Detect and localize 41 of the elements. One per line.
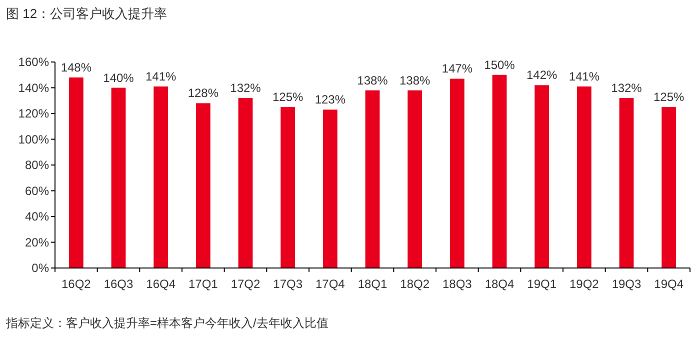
x-tick-label: 16Q3 (104, 277, 134, 291)
x-tick-label: 18Q4 (484, 277, 514, 291)
data-label: 128% (188, 86, 219, 100)
data-label: 141% (145, 69, 177, 84)
data-label: 147% (442, 62, 473, 76)
data-label: 132% (611, 81, 642, 96)
x-tick-label: 16Q4 (146, 277, 176, 291)
y-tick-label: 40% (24, 210, 50, 224)
x-tick-label: 17Q1 (188, 277, 218, 291)
data-label: 142% (526, 68, 558, 82)
x-tick-label: 17Q4 (315, 277, 346, 291)
data-label: 123% (314, 92, 346, 107)
data-label: 125% (272, 90, 304, 104)
x-tick-label: 19Q2 (569, 277, 600, 291)
x-tick-label: 17Q3 (273, 277, 303, 291)
y-tick-label: 60% (24, 184, 50, 198)
y-tick-label: 0% (32, 261, 50, 275)
x-tick-label: 19Q4 (654, 277, 684, 291)
data-label: 141% (568, 69, 600, 84)
x-tick-label: 18Q3 (442, 277, 472, 291)
text: 指标定义：客户收入提升率=样本客户今年收入/去年收入比值 (5, 316, 328, 330)
y-tick-label: 100% (18, 132, 50, 146)
data-label: 125% (653, 90, 685, 104)
x-tick-label: 18Q1 (358, 277, 388, 291)
data-label: 138% (357, 73, 388, 88)
y-tick-label: 160% (18, 55, 50, 69)
data-label: 148% (60, 60, 92, 74)
x-tick-label: 18Q2 (400, 277, 430, 291)
x-tick-label: 16Q2 (61, 277, 92, 291)
data-label: 140% (103, 70, 134, 85)
x-tick-label: 19Q3 (612, 277, 642, 291)
data-label: 150% (484, 58, 516, 72)
y-tick-label: 120% (18, 106, 50, 120)
chart-title: 图 12：公司客户收入提升率 (6, 6, 168, 21)
y-tick-label: 140% (18, 80, 50, 95)
y-tick-label: 20% (24, 235, 50, 250)
data-label: 132% (230, 81, 262, 96)
x-tick-label: 19Q1 (527, 277, 557, 291)
data-label: 138% (399, 73, 431, 88)
x-tick-label: 17Q2 (230, 277, 260, 291)
y-tick-label: 80% (24, 158, 50, 172)
